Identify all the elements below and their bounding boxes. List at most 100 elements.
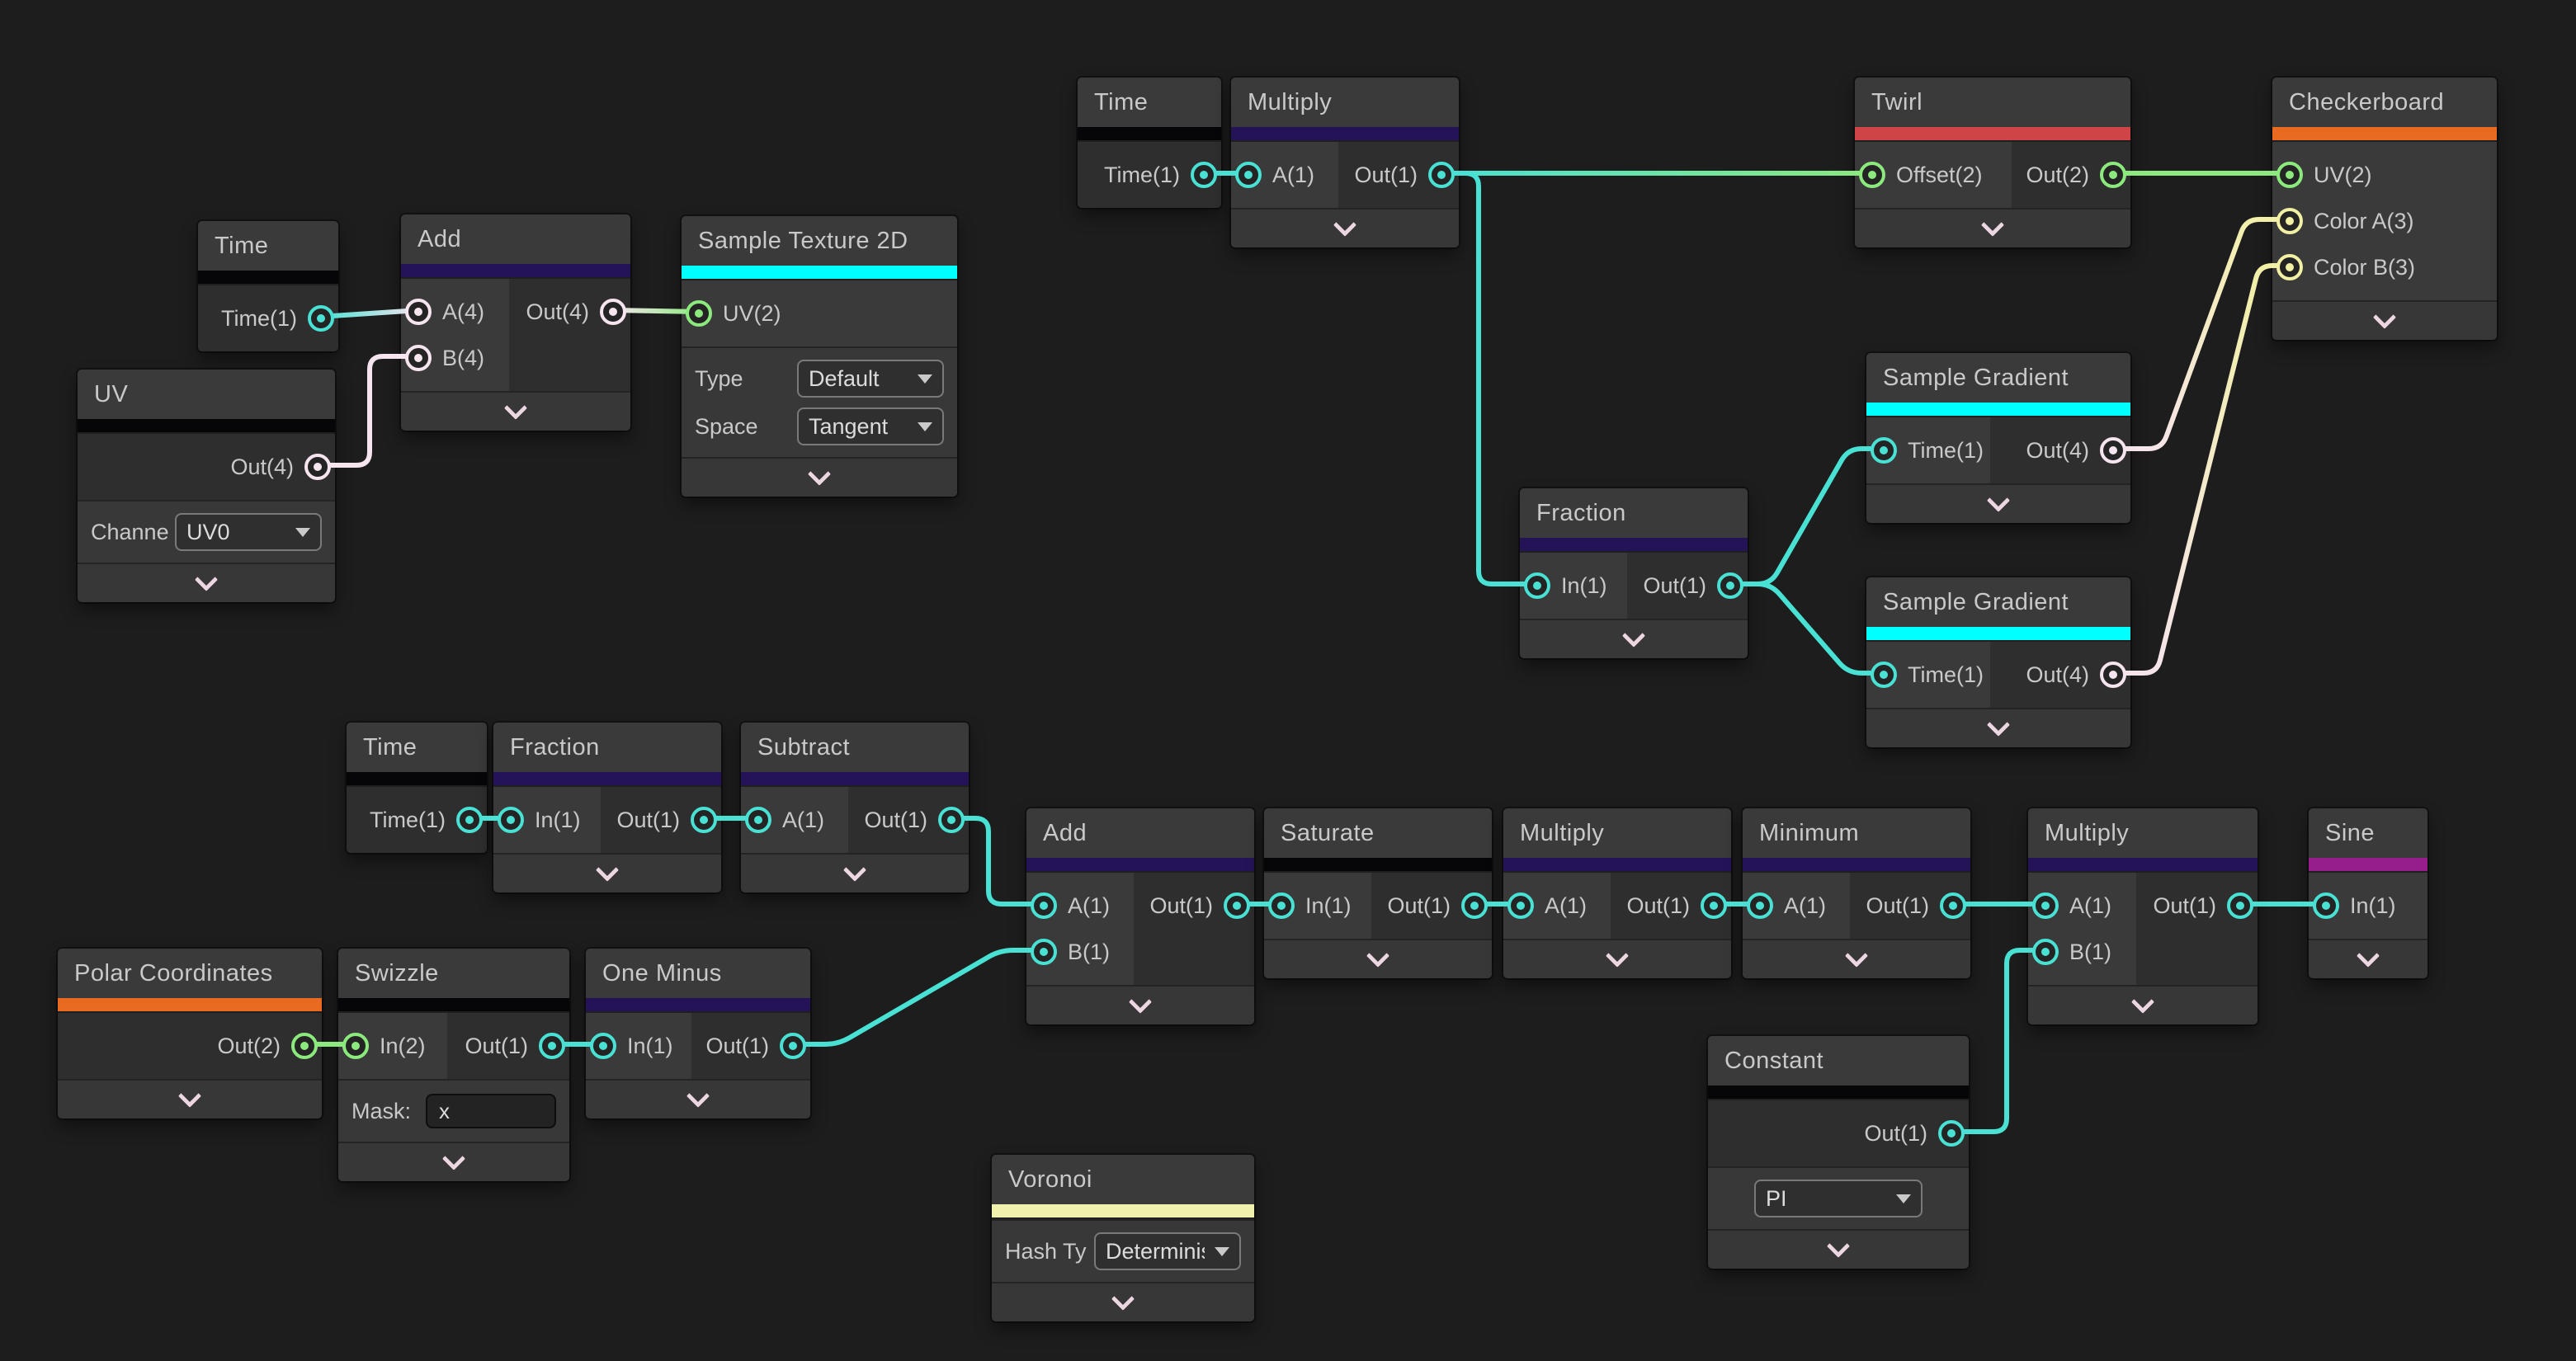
port-connector-icon[interactable]	[2032, 939, 2059, 965]
input-port-Color A(3)[interactable]: Color A(3)	[2276, 208, 2414, 234]
port-connector-icon[interactable]	[456, 807, 483, 833]
port-connector-icon[interactable]	[1871, 662, 1897, 688]
collapse-preview-button[interactable]	[741, 853, 969, 892]
output-port-Out(1)[interactable]: Out(1)	[1354, 162, 1455, 188]
input-port-A(4)[interactable]: A(4)	[405, 299, 484, 325]
output-port-Out(1)[interactable]: Out(1)	[616, 807, 717, 833]
collapse-preview-button[interactable]	[682, 457, 957, 497]
node-checkerboard[interactable]: Checkerboard UV(2) Color A(3) Color B(3)	[2272, 78, 2497, 340]
edge-fraction-mid-to-sample-gradient-1[interactable]	[1729, 446, 1885, 586]
node-uv[interactable]: UV Out(4) Channe UV0	[78, 370, 335, 602]
output-port-Out(1)[interactable]: Out(1)	[864, 807, 965, 833]
output-port-Out(1)[interactable]: Out(1)	[2153, 892, 2253, 919]
input-port-A(1)[interactable]: A(1)	[1507, 892, 1587, 919]
dropdown-pi[interactable]: PI	[1754, 1180, 1923, 1217]
input-port-Color B(3)[interactable]: Color B(3)	[2276, 254, 2415, 280]
port-connector-icon[interactable]	[1938, 1120, 1965, 1147]
output-port-Out(1)[interactable]: Out(1)	[1626, 892, 1727, 919]
input-port-A(1)[interactable]: A(1)	[1747, 892, 1826, 919]
collapse-preview-button[interactable]	[78, 563, 335, 602]
collapse-preview-button[interactable]	[338, 1142, 569, 1181]
collapse-preview-button[interactable]	[586, 1079, 810, 1118]
port-connector-icon[interactable]	[1871, 437, 1897, 464]
port-connector-icon[interactable]	[308, 305, 334, 332]
output-port-Out(1)[interactable]: Out(1)	[1643, 572, 1743, 599]
dropdown-uv0[interactable]: UV0	[175, 513, 322, 551]
collapse-preview-button[interactable]	[1503, 939, 1731, 978]
node-twirl[interactable]: Twirl Offset(2) Out(2)	[1855, 78, 2130, 247]
collapse-preview-button[interactable]	[1708, 1229, 1969, 1269]
port-connector-icon[interactable]	[405, 299, 432, 325]
output-port-Time(1)[interactable]: Time(1)	[1104, 162, 1217, 188]
port-connector-icon[interactable]	[590, 1033, 616, 1059]
node-time-tl[interactable]: Time Time(1)	[198, 221, 338, 351]
input-port-Offset(2)[interactable]: Offset(2)	[1859, 162, 1983, 188]
port-connector-icon[interactable]	[2276, 162, 2303, 188]
dropdown-tangent[interactable]: Tangent	[797, 407, 944, 445]
node-add-tl[interactable]: Add A(4) Out(4) B(4)	[401, 214, 630, 431]
node-constant[interactable]: Constant Out(1) PI	[1708, 1036, 1969, 1269]
input-port-A(1)[interactable]: A(1)	[745, 807, 824, 833]
input-port-Time(1)[interactable]: Time(1)	[1871, 437, 1984, 464]
output-port-Out(2)[interactable]: Out(2)	[217, 1033, 318, 1059]
port-connector-icon[interactable]	[691, 807, 717, 833]
port-connector-icon[interactable]	[686, 300, 712, 327]
node-multiply-r[interactable]: Multiply A(1) Out(1) B(1)	[2028, 808, 2258, 1024]
node-time-tm[interactable]: Time Time(1)	[1078, 78, 1221, 208]
mask-input[interactable]: x	[426, 1094, 556, 1128]
port-connector-icon[interactable]	[1191, 162, 1217, 188]
port-connector-icon[interactable]	[1717, 572, 1743, 599]
input-port-A(1)[interactable]: A(1)	[1031, 892, 1110, 919]
node-swizzle[interactable]: Swizzle In(2) Out(1) Mask: x	[338, 949, 569, 1181]
input-port-In(1)[interactable]: In(1)	[2313, 892, 2396, 919]
port-connector-icon[interactable]	[2100, 662, 2126, 688]
output-port-Out(1)[interactable]: Out(1)	[705, 1033, 806, 1059]
port-connector-icon[interactable]	[1859, 162, 1885, 188]
port-connector-icon[interactable]	[291, 1033, 318, 1059]
edge-sample-gradient-1-to-checkerboard[interactable]	[2112, 217, 2291, 451]
port-connector-icon[interactable]	[1461, 892, 1488, 919]
port-connector-icon[interactable]	[1747, 892, 1773, 919]
node-polar-coordinates[interactable]: Polar Coordinates Out(2)	[58, 949, 322, 1118]
input-port-B(1)[interactable]: B(1)	[1031, 939, 1110, 965]
port-connector-icon[interactable]	[2100, 162, 2126, 188]
collapse-preview-button[interactable]	[401, 391, 630, 431]
input-port-In(2)[interactable]: In(2)	[342, 1033, 426, 1059]
port-connector-icon[interactable]	[780, 1033, 806, 1059]
port-connector-icon[interactable]	[1940, 892, 1966, 919]
output-port-Time(1)[interactable]: Time(1)	[370, 807, 483, 833]
node-voronoi[interactable]: Voronoi Hash Ty Deterministi	[992, 1155, 1254, 1321]
collapse-preview-button[interactable]	[2309, 939, 2427, 978]
collapse-preview-button[interactable]	[1855, 208, 2130, 247]
port-connector-icon[interactable]	[1268, 892, 1295, 919]
output-port-Time(1)[interactable]: Time(1)	[221, 305, 334, 332]
node-one-minus[interactable]: One Minus In(1) Out(1)	[586, 949, 810, 1118]
port-connector-icon[interactable]	[2276, 208, 2303, 234]
port-connector-icon[interactable]	[2313, 892, 2339, 919]
input-port-Time(1)[interactable]: Time(1)	[1871, 662, 1984, 688]
node-time-ml[interactable]: Time Time(1)	[347, 723, 487, 853]
port-connector-icon[interactable]	[2227, 892, 2253, 919]
output-port-Out(4)[interactable]: Out(4)	[230, 454, 331, 480]
output-port-Out(2)[interactable]: Out(2)	[2026, 162, 2126, 188]
collapse-preview-button[interactable]	[992, 1282, 1254, 1321]
output-port-Out(1)[interactable]: Out(1)	[1149, 892, 1250, 919]
edge-one-minus-to-add-c[interactable]	[792, 948, 1045, 1047]
input-port-In(1)[interactable]: In(1)	[590, 1033, 673, 1059]
collapse-preview-button[interactable]	[2272, 300, 2497, 340]
input-port-A(1)[interactable]: A(1)	[1235, 162, 1314, 188]
collapse-preview-button[interactable]	[1520, 619, 1748, 658]
port-connector-icon[interactable]	[1428, 162, 1455, 188]
output-port-Out(1)[interactable]: Out(1)	[1866, 892, 1966, 919]
input-port-In(1)[interactable]: In(1)	[1524, 572, 1607, 599]
port-connector-icon[interactable]	[1507, 892, 1534, 919]
node-multiply-c[interactable]: Multiply A(1) Out(1)	[1503, 808, 1731, 978]
collapse-preview-button[interactable]	[1231, 208, 1459, 247]
port-connector-icon[interactable]	[1524, 572, 1550, 599]
output-port-Out(4)[interactable]: Out(4)	[2026, 662, 2126, 688]
collapse-preview-button[interactable]	[1866, 483, 2130, 523]
collapse-preview-button[interactable]	[1743, 939, 1970, 978]
input-port-In(1)[interactable]: In(1)	[498, 807, 581, 833]
port-connector-icon[interactable]	[745, 807, 771, 833]
output-port-Out(1)[interactable]: Out(1)	[1864, 1120, 1965, 1147]
